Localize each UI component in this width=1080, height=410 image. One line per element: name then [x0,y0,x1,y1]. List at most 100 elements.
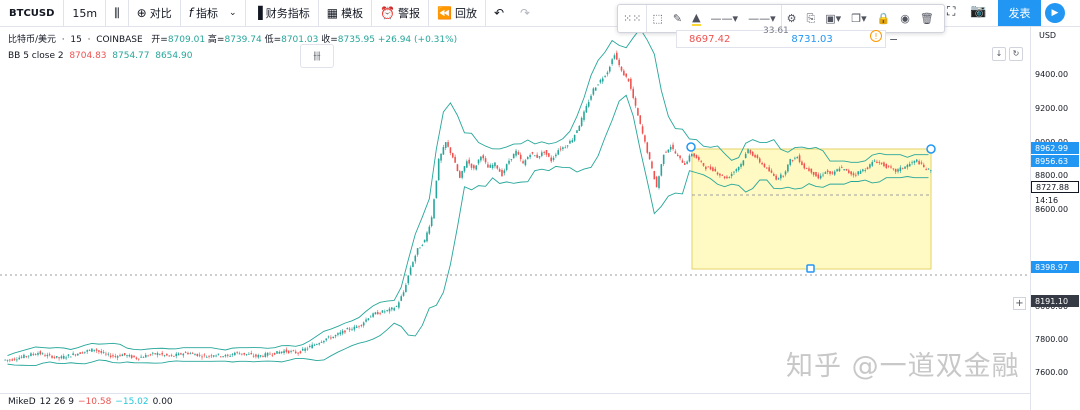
indicators-button[interactable]: f 指标 ⌄ [181,0,246,27]
candle-body [257,355,260,358]
replay-button[interactable]: ⏪ 回放 [429,0,486,27]
financials-button[interactable]: ▐ 财务指标 [246,0,319,27]
candle-body [362,322,365,326]
candle-body [773,173,775,176]
candle-body [416,248,419,255]
alert-drawing-button[interactable]: ⎘ [801,5,820,32]
candle-body [775,175,777,180]
candle-body [918,161,920,165]
function-icon: f [188,6,193,20]
minimize-icon[interactable]: − [889,33,899,46]
arrow-down-icon[interactable]: ↓ [992,47,1006,61]
candle-body [262,356,264,357]
candle-body [751,151,754,156]
drawing-price-readout: 33.61 8697.42 8731.03 [676,26,886,48]
redo-icon: ↷ [520,6,531,20]
candle-body [616,52,618,60]
undo-button[interactable]: ↶ [486,0,512,27]
auto-scale-icon[interactable]: ↻ [1009,47,1023,61]
visual-order-button[interactable]: ▣▾ [820,5,846,32]
candle-body [245,354,248,355]
candle-body [407,275,410,284]
candle-body [65,357,67,359]
candle-body [864,170,867,171]
candle-body [198,354,201,356]
candle-body [522,161,524,164]
legend-high: 8739.74 [224,35,262,45]
gear-icon: ⚙ [786,12,797,25]
candle-body [11,359,14,361]
candle-body [41,353,44,355]
alarm-icon: ⏰ [380,6,396,20]
candle-body [641,126,644,134]
range-handle-bottom[interactable] [806,264,815,273]
candle-body [555,154,557,157]
legend-interval: 15 [70,35,82,45]
fill-color-button[interactable]: ▲ [687,5,705,32]
lock-button[interactable]: 🔒 [872,5,896,32]
candle-body [758,158,761,163]
bb-upper-line [7,27,929,357]
legend-open: 8709.01 [167,35,206,45]
candle-body [808,168,810,171]
candle-body [693,153,695,157]
candle-body [475,165,478,170]
delete-button[interactable]: 🗑 [915,5,939,32]
range-handle-left[interactable] [686,142,696,152]
candle-body [688,155,691,162]
templates-button[interactable]: ▦ 模板 [319,0,373,27]
candle-body [112,355,114,357]
bb-lower-line [7,94,929,367]
symbol-search-button[interactable]: BTCUSD [0,0,65,27]
legend-title: 比特币/美元 [8,35,57,45]
interval-button[interactable]: 15m [64,0,107,27]
redo-button[interactable]: ↷ [512,0,538,27]
candle-body [212,355,215,357]
candle-body [95,349,98,351]
candle-body [182,353,185,356]
candle-body [353,326,356,330]
candle-body [536,154,538,158]
settings-button[interactable]: ⚙ [782,5,802,32]
alert-button[interactable]: ⏰ 警报 [372,0,430,27]
candle-body [414,255,417,262]
candle-body [23,354,25,358]
line-width-button[interactable]: ——▾ [743,5,782,32]
price-label-band: 8956.63 [1031,155,1079,167]
candle-body [156,352,159,356]
hide-button[interactable]: ◉ [895,5,915,32]
candle-body [606,72,609,75]
price-axis[interactable]: USD 9400.00 9200.00 9000.00 8800.00 8600… [1030,27,1080,410]
candle-body [318,343,320,345]
compare-button[interactable]: ⊕ 对比 [129,0,181,27]
candle-body [116,356,119,358]
candle-body [159,354,161,356]
clone-button[interactable]: ❐▾ [846,5,871,32]
camera-icon[interactable]: 📷 [970,4,987,19]
indicator-settings-button[interactable]: ⫲⫲ [300,44,334,68]
candle-body [623,70,625,76]
axis-tick: 7800.00 [1035,335,1069,344]
add-crosshair-icon[interactable]: + [1013,297,1026,310]
line-color-button[interactable]: ✎ [668,5,687,32]
range-handle-right[interactable] [926,144,936,154]
fullscreen-icon[interactable]: ⛶ [947,4,956,18]
add-circle-icon: ⊕ [136,6,147,20]
candle-body [421,245,424,246]
publish-button[interactable]: 发表 [998,0,1041,26]
candle-body [843,169,845,170]
chart-type-button[interactable]: ⫼ [106,0,129,27]
candle-body [84,351,86,353]
axis-tick: 9400.00 [1035,70,1069,79]
price-chart[interactable] [0,27,1030,393]
candle-body [234,352,236,356]
warning-icon[interactable]: ! [870,30,882,42]
candle-body [173,355,175,357]
indicator-params: 12 26 9 [39,397,74,407]
line-style-button[interactable]: ——▾ [706,5,744,32]
candle-body [269,353,271,355]
drag-handle[interactable]: ⁙⁙ [618,5,648,32]
play-icon[interactable]: ▶ [1045,3,1065,23]
price-range-box[interactable] [691,148,932,270]
selection-area-button[interactable]: ⬚ [647,5,667,32]
